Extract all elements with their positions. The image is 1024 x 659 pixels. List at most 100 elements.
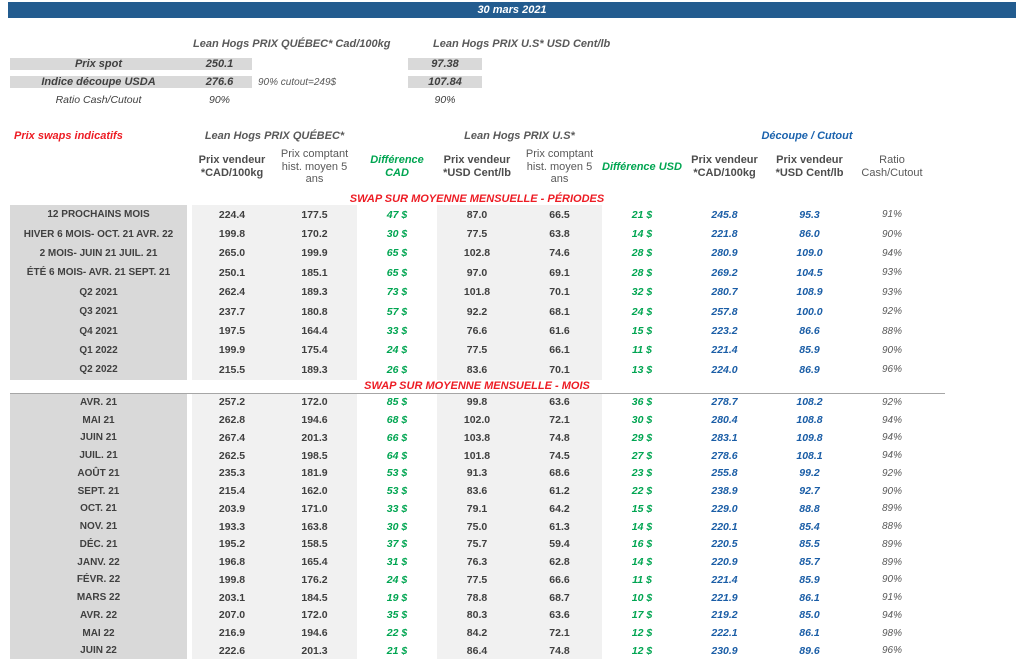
usd-hist-value: 66.1	[517, 340, 602, 361]
usd-hist-value: 61.2	[517, 482, 602, 501]
row-label: JUIN 22	[10, 642, 187, 659]
diff-cad-value: 47 $	[386, 208, 408, 221]
table-row: OCT. 21 203.9 171.0 33 $ 79.1 64.2 15 $ …	[10, 500, 945, 518]
cad-hist-value: 184.5	[272, 588, 357, 607]
cad-hist-value: 175.4	[272, 340, 357, 361]
diff-usd-value: 21 $	[631, 208, 653, 221]
cutout-cad-value: 224.0	[711, 363, 738, 376]
usd-vendeur-value: 99.8	[437, 393, 517, 412]
usd-vendeur-value: 92.2	[437, 301, 517, 322]
cad-vendeur-value: 196.8	[192, 553, 272, 572]
cutout-cad-value: 257.8	[711, 305, 738, 318]
cad-vendeur-value: 199.8	[192, 571, 272, 589]
row-label: Q1 2022	[10, 340, 187, 361]
cutout-cad-value: 283.1	[711, 431, 738, 444]
usd-vendeur-value: 102.8	[437, 243, 517, 264]
cad-hist-value: 180.8	[272, 301, 357, 322]
row-label: HIVER 6 MOIS- OCT. 21 AVR. 22	[10, 224, 187, 244]
diff-usd-value: 15 $	[631, 325, 653, 338]
diff-usd-value: 12 $	[631, 644, 653, 657]
cutout-usd-value: 108.8	[796, 414, 823, 427]
cutout-cad-value: 280.7	[711, 286, 738, 299]
cad-hist-value: 201.3	[272, 429, 357, 447]
cad-hist-value: 158.5	[272, 535, 357, 554]
usd-vendeur-value: 91.3	[437, 464, 517, 483]
table-row: 2 MOIS- JUIN 21 JUIL. 21 265.0 199.9 65 …	[10, 243, 945, 264]
table-row: Q2 2021 262.4 189.3 73 $ 101.8 70.1 32 $…	[10, 282, 945, 302]
cutout-usd-value: 86.1	[799, 591, 820, 604]
cad-vendeur-value: 207.0	[192, 606, 272, 625]
cutout-usd-value: 108.1	[796, 449, 823, 462]
cutout-usd-value: 86.1	[799, 627, 820, 640]
cutout-usd-value: 108.9	[796, 286, 823, 299]
diff-cad-value: 30 $	[386, 228, 408, 241]
spot-usd-value: 97.38	[408, 58, 482, 70]
usd-hist-value: 70.1	[517, 282, 602, 302]
cutout-usd-value: 85.4	[799, 520, 820, 533]
diff-usd-value: 17 $	[631, 609, 653, 622]
cad-vendeur-value: 235.3	[192, 464, 272, 483]
diff-usd-value: 28 $	[631, 247, 653, 260]
diff-cad-value: 24 $	[386, 573, 408, 586]
table-row: AOÛT 21 235.3 181.9 53 $ 91.3 68.6 23 $ …	[10, 464, 945, 483]
cad-vendeur-value: 262.8	[192, 411, 272, 430]
ratio-value: 89%	[881, 538, 902, 550]
diff-cad-value: 24 $	[386, 344, 408, 357]
ratio-value: 93%	[881, 267, 902, 279]
usd-vendeur-value: 75.7	[437, 535, 517, 554]
usd-vendeur-value: 75.0	[437, 517, 517, 536]
cad-vendeur-value: 222.6	[192, 642, 272, 659]
diff-cad-value: 73 $	[386, 286, 408, 299]
ratio-value: 88%	[881, 521, 902, 533]
row-label: JUIN 21	[10, 429, 187, 447]
diff-usd-value: 11 $	[632, 344, 652, 357]
cad-hist-value: 163.8	[272, 517, 357, 536]
ratio-value: 91%	[881, 592, 902, 604]
cutout-usd-value: 99.2	[799, 467, 820, 480]
months-rows: AVR. 21 257.2 172.0 85 $ 99.8 63.6 36 $ …	[10, 393, 945, 659]
diff-usd-value: 13 $	[631, 363, 653, 376]
diff-usd-value: 14 $	[631, 520, 653, 533]
col-ratio: Ratio Cash/Cutout	[861, 154, 923, 179]
usd-hist-value: 68.1	[517, 301, 602, 322]
diff-usd-value: 29 $	[631, 431, 653, 444]
cutout-cad-value: 280.9	[711, 247, 738, 260]
ratio-value: 90%	[881, 344, 902, 356]
usd-hist-value: 74.8	[517, 642, 602, 659]
cutout-usd-value: 85.9	[799, 573, 820, 586]
spot-section: Lean Hogs PRIX QUÉBEC* Cad/100kg Lean Ho…	[10, 36, 710, 108]
diff-cad-value: 31 $	[386, 556, 408, 569]
row-label: Q4 2021	[10, 321, 187, 341]
cad-vendeur-value: 265.0	[192, 243, 272, 264]
row-label: MARS 22	[10, 588, 187, 607]
col-vendeur-cad: Prix vendeur *CAD/100kg	[198, 154, 266, 179]
table-row: Q4 2021 197.5 164.4 33 $ 76.6 61.6 15 $ …	[10, 321, 945, 341]
diff-cad-value: 65 $	[386, 266, 408, 279]
diff-usd-value: 12 $	[631, 627, 653, 640]
row-label: NOV. 21	[10, 517, 187, 536]
table-row: AVR. 22 207.0 172.0 35 $ 80.3 63.6 17 $ …	[10, 606, 945, 625]
cutout-cad-value: 220.5	[711, 538, 738, 551]
row-label: MAI 21	[10, 411, 187, 430]
ratio-value: 88%	[881, 325, 902, 337]
cad-hist-value: 162.0	[272, 482, 357, 501]
spot-us-header: Lean Hogs PRIX U.S* USD Cent/lb	[433, 38, 611, 50]
row-label: AVR. 21	[10, 393, 187, 412]
col-diff-usd: Différence USD	[602, 160, 682, 173]
diff-cad-value: 57 $	[386, 305, 408, 318]
col-vendeur-usd: Prix vendeur *USD Cent/lb	[443, 154, 511, 179]
usd-vendeur-value: 77.5	[437, 571, 517, 589]
ratio-value: 90%	[881, 574, 902, 586]
table-row: MAI 21 262.8 194.6 68 $ 102.0 72.1 30 $ …	[10, 411, 945, 430]
cutout-cad-value: 229.0	[711, 502, 738, 515]
diff-usd-value: 24 $	[631, 305, 653, 318]
indice-cad-value: 276.6	[187, 76, 252, 88]
periods-rows: 12 PROCHAINS MOIS 224.4 177.5 47 $ 87.0 …	[10, 205, 945, 380]
usd-hist-value: 59.4	[517, 535, 602, 554]
cutout-usd-value: 104.5	[796, 266, 823, 279]
periods-title-row: SWAP SUR MOYENNE MENSUELLE - PÉRIODES	[10, 192, 945, 205]
spot-quebec-header: Lean Hogs PRIX QUÉBEC* Cad/100kg	[193, 38, 391, 50]
usd-hist-value: 66.5	[517, 205, 602, 225]
spot-row-ratio: Ratio Cash/Cutout 90% 90%	[10, 91, 710, 108]
cutout-cad-value: 230.9	[711, 644, 738, 657]
